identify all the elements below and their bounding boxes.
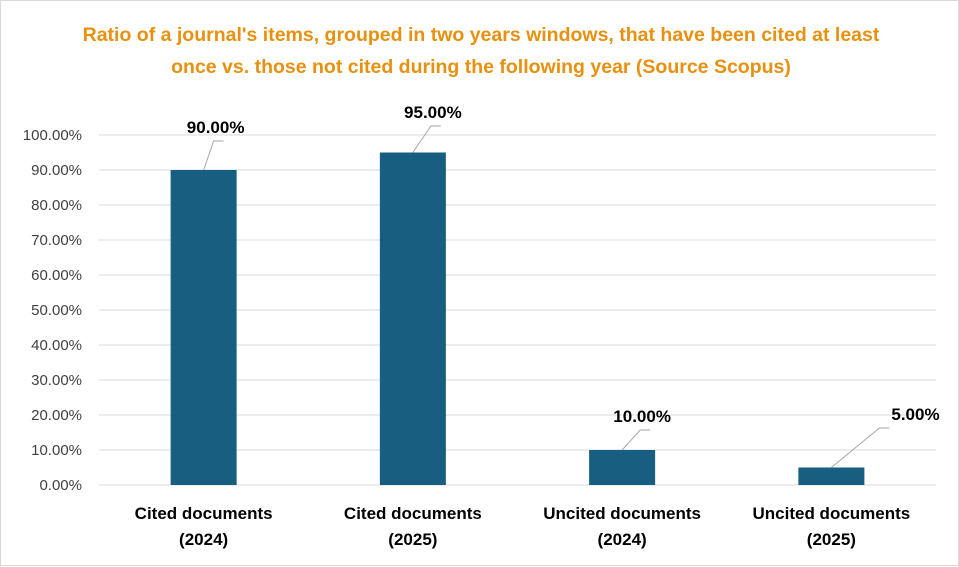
x-tick-label: (2025) xyxy=(388,530,437,549)
y-tick-label: 30.00% xyxy=(31,372,82,389)
y-tick-label: 10.00% xyxy=(31,442,82,459)
data-label: 5.00% xyxy=(891,405,939,424)
y-tick-label: 90.00% xyxy=(31,162,82,179)
data-label: 90.00% xyxy=(187,118,245,137)
y-tick-label: 100.00% xyxy=(23,127,82,144)
y-tick-label: 40.00% xyxy=(31,337,82,354)
y-tick-label: 0.00% xyxy=(39,477,82,494)
x-tick-label: (2025) xyxy=(807,530,856,549)
x-tick-label: (2024) xyxy=(179,530,228,549)
x-tick-label: Uncited documents xyxy=(543,504,701,523)
y-tick-label: 50.00% xyxy=(31,302,82,319)
chart-title: Ratio of a journal's items, grouped in t… xyxy=(82,24,880,78)
leader-line xyxy=(831,427,890,468)
x-tick-label: (2024) xyxy=(598,530,647,549)
data-label: 95.00% xyxy=(404,103,462,122)
leader-line xyxy=(203,140,224,171)
bar[interactable] xyxy=(379,152,446,486)
bar[interactable] xyxy=(589,450,656,485)
data-label: 10.00% xyxy=(613,407,671,426)
y-tick-label: 20.00% xyxy=(31,407,82,424)
y-tick-label: 70.00% xyxy=(31,232,82,249)
bar[interactable] xyxy=(170,170,237,485)
leader-line xyxy=(621,429,651,451)
y-tick-label: 80.00% xyxy=(31,197,82,214)
y-tick-label: 60.00% xyxy=(31,267,82,284)
x-tick-label: Cited documents xyxy=(344,504,482,523)
x-tick-label: Uncited documents xyxy=(753,504,911,523)
bar[interactable] xyxy=(798,467,865,486)
leader-line xyxy=(412,125,441,153)
x-tick-label: Cited documents xyxy=(135,504,273,523)
